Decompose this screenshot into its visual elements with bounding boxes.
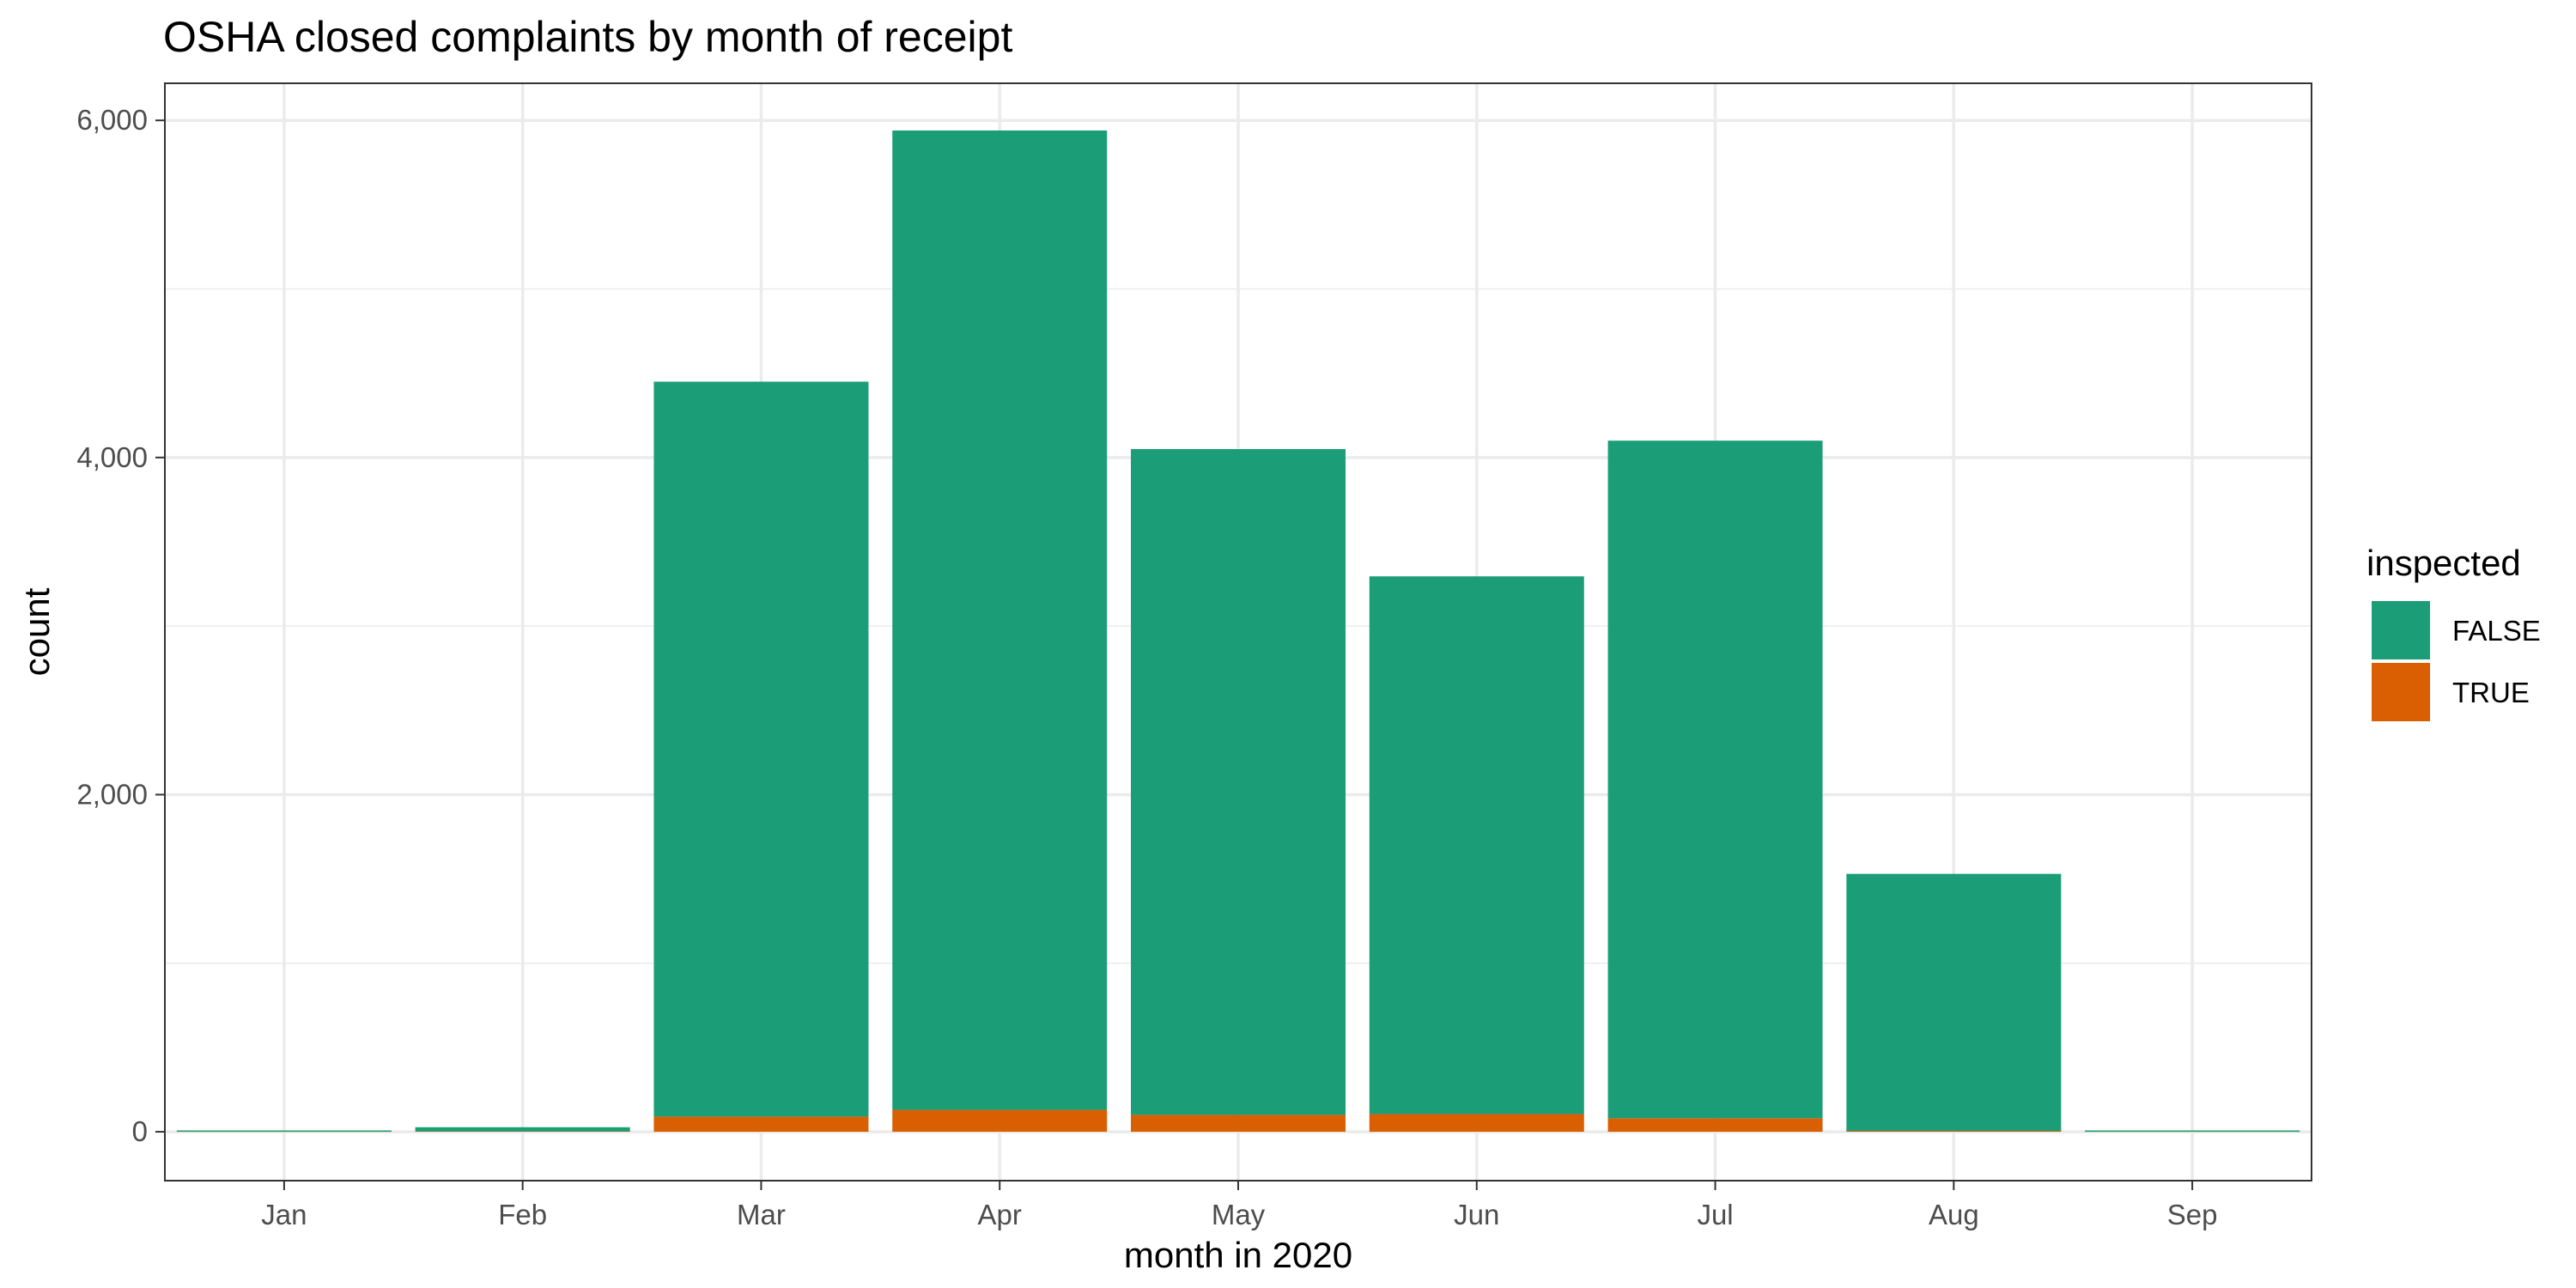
legend-label-false: FALSE — [2452, 615, 2541, 647]
bar-false-mar — [653, 381, 869, 1117]
chart-title: OSHA closed complaints by month of recei… — [163, 13, 1012, 61]
x-tick-label: Apr — [978, 1199, 1022, 1230]
y-tick-label: 2,000 — [76, 778, 148, 810]
x-axis-title: month in 2020 — [1124, 1235, 1352, 1275]
y-axis-title: count — [16, 587, 57, 676]
x-tick-label: Aug — [1929, 1199, 1979, 1230]
x-tick-label: Jul — [1697, 1199, 1733, 1230]
x-tick-label: Jun — [1454, 1199, 1499, 1230]
bar-true-jun — [1369, 1114, 1584, 1133]
bar-false-jul — [1607, 440, 1823, 1119]
bar-false-apr — [892, 130, 1108, 1110]
y-tick-label: 0 — [132, 1115, 148, 1147]
legend-title: inspected — [2366, 543, 2521, 583]
bar-false-jan — [176, 1130, 392, 1133]
x-tick-label: Sep — [2167, 1199, 2218, 1230]
legend-label-true: TRUE — [2452, 677, 2530, 708]
bar-false-jun — [1369, 576, 1584, 1115]
legend-key-false — [2372, 601, 2430, 659]
bar-true-mar — [653, 1116, 869, 1133]
bar-false-may — [1131, 449, 1346, 1115]
x-tick-label: May — [1212, 1199, 1266, 1230]
bar-false-sep — [2085, 1130, 2300, 1133]
y-tick-label: 4,000 — [76, 441, 148, 473]
axis-ticks: 0 2,000 4,000 6,000 Jan Feb Mar Apr May Jun Jul Aug… — [76, 104, 2217, 1230]
x-tick-label: Jan — [261, 1199, 307, 1230]
x-tick-label: Mar — [737, 1199, 786, 1230]
bars — [176, 130, 2300, 1133]
legend: inspected FALSE TRUE — [2366, 543, 2541, 721]
y-tick-label: 6,000 — [76, 104, 148, 136]
bar-true-may — [1131, 1115, 1346, 1133]
bar-true-aug — [1846, 1130, 2062, 1133]
bar-false-feb — [415, 1127, 630, 1132]
x-tick-label: Feb — [498, 1199, 547, 1230]
bar-false-aug — [1846, 873, 2062, 1132]
bar-true-jul — [1607, 1118, 1823, 1133]
bar-true-apr — [892, 1109, 1108, 1133]
legend-key-true — [2372, 663, 2430, 721]
